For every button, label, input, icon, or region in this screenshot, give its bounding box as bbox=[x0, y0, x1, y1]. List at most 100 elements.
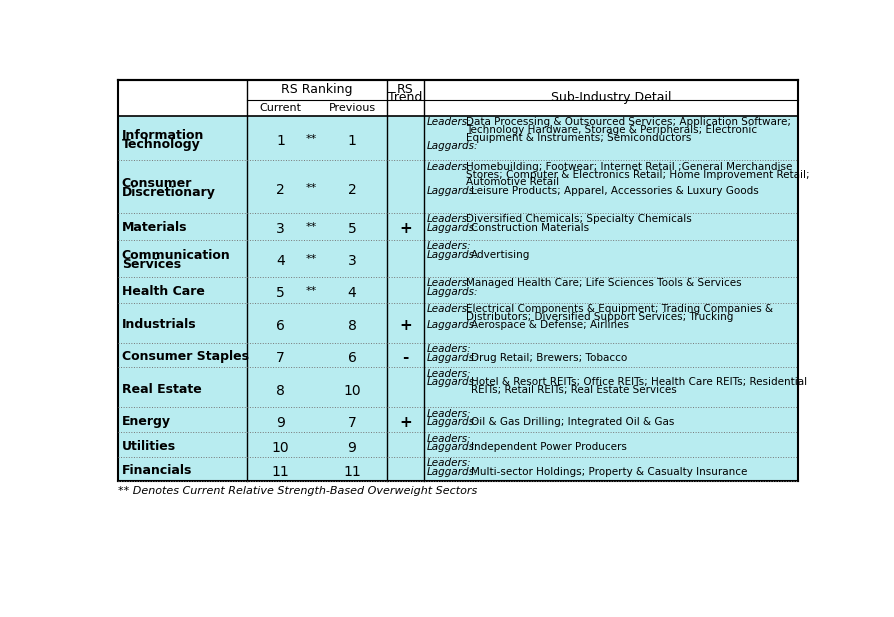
Text: Leaders:: Leaders: bbox=[427, 434, 472, 444]
Text: 11: 11 bbox=[272, 465, 290, 479]
Bar bbox=[118, 213, 798, 239]
Text: Data Processing & Outsourced Services; Application Software;: Data Processing & Outsourced Services; A… bbox=[466, 117, 791, 127]
Text: Managed Health Care; Life Sciences Tools & Services: Managed Health Care; Life Sciences Tools… bbox=[466, 278, 741, 288]
Text: **: ** bbox=[305, 134, 316, 144]
Text: Health Care: Health Care bbox=[122, 285, 205, 298]
Text: Stores; Computer & Electronics Retail; Home Improvement Retail;: Stores; Computer & Electronics Retail; H… bbox=[466, 170, 810, 180]
Text: 6: 6 bbox=[276, 319, 285, 333]
Bar bbox=[118, 80, 798, 115]
Text: **: ** bbox=[305, 222, 316, 232]
Text: Equipment & Instruments; Semiconductors: Equipment & Instruments; Semiconductors bbox=[466, 133, 691, 143]
Text: 5: 5 bbox=[276, 286, 285, 300]
Bar bbox=[118, 303, 798, 343]
Text: Leaders:: Leaders: bbox=[427, 278, 472, 288]
Text: Materials: Materials bbox=[122, 222, 188, 234]
Text: RS: RS bbox=[397, 83, 414, 96]
Text: Leaders:: Leaders: bbox=[427, 458, 472, 468]
Text: 3: 3 bbox=[348, 254, 357, 268]
Text: Homebuilding; Footwear; Internet Retail ;General Merchandise: Homebuilding; Footwear; Internet Retail … bbox=[466, 162, 792, 172]
Text: ** Denotes Current Relative Strength-Based Overweight Sectors: ** Denotes Current Relative Strength-Bas… bbox=[118, 486, 477, 496]
Text: 1: 1 bbox=[348, 134, 357, 148]
Text: 4: 4 bbox=[276, 254, 285, 268]
Text: 4: 4 bbox=[348, 286, 357, 300]
Text: Automotive Retail: Automotive Retail bbox=[466, 177, 559, 187]
Text: Laggards:: Laggards: bbox=[427, 418, 478, 428]
Text: Laggards:: Laggards: bbox=[427, 466, 478, 477]
Text: Leaders:: Leaders: bbox=[427, 369, 472, 379]
Text: 9: 9 bbox=[276, 416, 285, 430]
Text: Leisure Products; Apparel, Accessories & Luxury Goods: Leisure Products; Apparel, Accessories &… bbox=[470, 186, 758, 196]
Text: Utilities: Utilities bbox=[122, 440, 176, 453]
Text: Laggards:: Laggards: bbox=[427, 353, 478, 363]
Text: Leaders:: Leaders: bbox=[427, 344, 472, 354]
Text: **: ** bbox=[305, 286, 316, 296]
Text: Energy: Energy bbox=[122, 415, 171, 428]
Text: +: + bbox=[399, 415, 412, 430]
Text: Hotel & Resort REITs; Office REITs; Health Care REITs; Residential: Hotel & Resort REITs; Office REITs; Heal… bbox=[470, 378, 806, 387]
Text: Sub-Industry Detail: Sub-Industry Detail bbox=[551, 91, 671, 104]
Text: +: + bbox=[399, 222, 412, 236]
Text: Communication: Communication bbox=[122, 249, 231, 262]
Text: Oil & Gas Drilling; Integrated Oil & Gas: Oil & Gas Drilling; Integrated Oil & Gas bbox=[470, 418, 674, 428]
Text: 7: 7 bbox=[276, 351, 285, 365]
Text: Services: Services bbox=[122, 258, 181, 271]
Text: Discretionary: Discretionary bbox=[122, 186, 215, 199]
Text: 8: 8 bbox=[276, 384, 285, 397]
Text: Laggards:: Laggards: bbox=[427, 378, 478, 387]
Text: Financials: Financials bbox=[122, 465, 192, 478]
Bar bbox=[118, 80, 798, 481]
Text: Aerospace & Defense; Airlines: Aerospace & Defense; Airlines bbox=[470, 320, 628, 331]
Text: Leaders:: Leaders: bbox=[427, 214, 472, 224]
Text: Current: Current bbox=[259, 102, 301, 112]
Bar bbox=[118, 276, 798, 303]
Bar bbox=[118, 160, 798, 213]
Text: Diversified Chemicals; Specialty Chemicals: Diversified Chemicals; Specialty Chemica… bbox=[466, 214, 692, 224]
Text: Laggards:: Laggards: bbox=[427, 286, 478, 297]
Bar bbox=[118, 239, 798, 276]
Text: Laggards:: Laggards: bbox=[427, 250, 478, 260]
Bar bbox=[118, 432, 798, 457]
Text: 1: 1 bbox=[276, 134, 285, 148]
Text: 8: 8 bbox=[348, 319, 357, 333]
Text: Laggards:: Laggards: bbox=[427, 186, 478, 196]
Text: **: ** bbox=[305, 183, 316, 193]
Text: Drug Retail; Brewers; Tobacco: Drug Retail; Brewers; Tobacco bbox=[470, 353, 627, 363]
Text: 7: 7 bbox=[348, 416, 357, 430]
Text: Real Estate: Real Estate bbox=[122, 383, 201, 396]
Text: Leaders:: Leaders: bbox=[427, 241, 472, 251]
Text: 11: 11 bbox=[343, 465, 361, 479]
Text: 10: 10 bbox=[272, 441, 290, 455]
Text: 6: 6 bbox=[348, 351, 357, 365]
Text: **: ** bbox=[305, 254, 316, 264]
Text: 3: 3 bbox=[276, 222, 285, 236]
Text: -: - bbox=[402, 350, 409, 365]
Text: Laggards:: Laggards: bbox=[427, 320, 478, 331]
Text: Laggards:: Laggards: bbox=[427, 141, 478, 151]
Bar bbox=[118, 343, 798, 367]
Text: +: + bbox=[399, 318, 412, 333]
Text: Consumer Staples: Consumer Staples bbox=[122, 350, 249, 363]
Text: Electrical Components & Equipment; Trading Companies &: Electrical Components & Equipment; Tradi… bbox=[466, 304, 773, 314]
Text: Leaders:: Leaders: bbox=[427, 162, 472, 172]
Text: 2: 2 bbox=[348, 183, 357, 197]
Text: 10: 10 bbox=[343, 384, 361, 397]
Text: Previous: Previous bbox=[328, 102, 375, 112]
Bar bbox=[118, 367, 798, 407]
Text: Advertising: Advertising bbox=[470, 250, 530, 260]
Text: Trend: Trend bbox=[388, 91, 423, 104]
Bar bbox=[118, 407, 798, 432]
Text: Technology Hardware, Storage & Peripherals; Electronic: Technology Hardware, Storage & Periphera… bbox=[466, 125, 757, 135]
Text: Leaders:: Leaders: bbox=[427, 409, 472, 419]
Text: Laggards:: Laggards: bbox=[427, 442, 478, 452]
Text: Technology: Technology bbox=[122, 138, 200, 151]
Text: Distributors; Diversified Support Services; Trucking: Distributors; Diversified Support Servic… bbox=[466, 312, 733, 322]
Text: Laggards:: Laggards: bbox=[427, 223, 478, 233]
Text: 2: 2 bbox=[276, 183, 285, 197]
Bar bbox=[118, 457, 798, 481]
Text: Leaders:: Leaders: bbox=[427, 117, 472, 127]
Text: Construction Materials: Construction Materials bbox=[470, 223, 589, 233]
Bar bbox=[118, 115, 798, 160]
Text: Multi-sector Holdings; Property & Casualty Insurance: Multi-sector Holdings; Property & Casual… bbox=[470, 466, 747, 477]
Text: RS Ranking: RS Ranking bbox=[282, 83, 353, 96]
Text: Leaders:: Leaders: bbox=[427, 304, 472, 314]
